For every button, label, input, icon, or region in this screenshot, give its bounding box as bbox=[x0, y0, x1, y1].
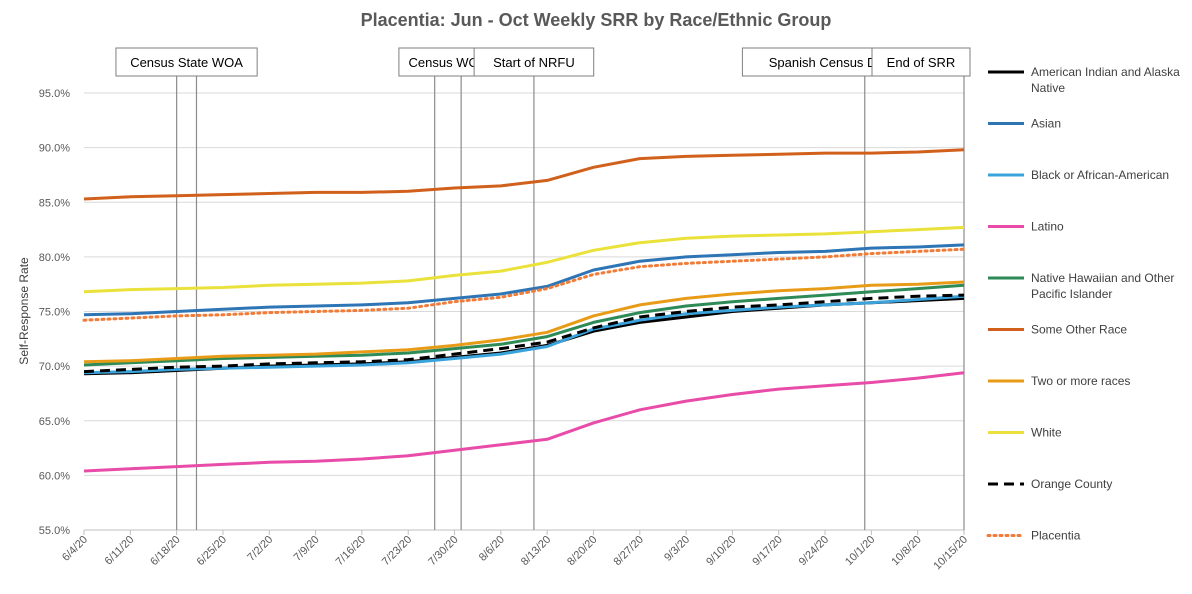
annotation-box bbox=[115, 47, 258, 77]
x-tick-label: 7/2/20 bbox=[245, 534, 275, 564]
series-line bbox=[82, 247, 966, 322]
series-line bbox=[83, 293, 965, 374]
legend-label: Orange County bbox=[1031, 477, 1112, 491]
annotation-label: Start of NRFU bbox=[493, 55, 575, 70]
series-line bbox=[83, 148, 965, 201]
series-line bbox=[83, 243, 965, 317]
series-line bbox=[83, 225, 965, 294]
annotation-label: Census State WOA bbox=[130, 55, 243, 70]
x-tick-label: 6/4/20 bbox=[60, 534, 90, 564]
legend-label: Some Other Race bbox=[1031, 323, 1127, 337]
x-tick-label: 8/20/20 bbox=[565, 534, 599, 568]
series-line bbox=[83, 280, 965, 364]
y-tick-label: 55.0% bbox=[39, 525, 70, 537]
y-axis-ticks: 55.0% 60.0% 65.0% 70.0% 75.0% 80.0% 85.0% 90.0%… bbox=[39, 88, 70, 537]
y-tick-label: 90.0% bbox=[39, 143, 70, 155]
x-tick-label: 8/27/20 bbox=[611, 534, 645, 568]
series-line bbox=[83, 294, 965, 375]
legend-label: Latino bbox=[1031, 220, 1064, 234]
y-tick-label: 95.0% bbox=[39, 88, 70, 100]
series-line bbox=[83, 283, 965, 367]
x-tick-label: 6/25/20 bbox=[195, 534, 229, 568]
annotation-box bbox=[473, 47, 595, 77]
legend-label: American Indian and Alaska Native bbox=[1031, 65, 1180, 95]
x-tick-label: 9/3/20 bbox=[662, 534, 692, 564]
chart-title: Placentia: Jun - Oct Weekly SRR by Race/… bbox=[361, 10, 832, 30]
x-tick-label: 8/6/20 bbox=[477, 534, 507, 564]
x-tick-label: 8/13/20 bbox=[519, 534, 553, 568]
x-axis: 6/4/20 6/11/20 6/18/20 6/25/20 7/2/20 7/9/20 7… bbox=[60, 529, 970, 573]
y-axis-label: Self-Response Rate bbox=[17, 257, 31, 365]
legend-label: Placentia bbox=[1031, 529, 1081, 543]
legend: American Indian and Alaska Native Asian Bla… bbox=[986, 65, 1180, 543]
series-lines bbox=[82, 148, 966, 473]
x-tick-label: 10/15/20 bbox=[931, 534, 970, 573]
x-tick-label: 7/30/20 bbox=[426, 534, 460, 568]
y-tick-label: 80.0% bbox=[39, 252, 70, 264]
x-tick-label: 7/23/20 bbox=[380, 534, 414, 568]
legend-label: Black or African-American bbox=[1031, 168, 1169, 182]
y-tick-label: 70.0% bbox=[39, 361, 70, 373]
x-tick-label: 7/16/20 bbox=[334, 534, 368, 568]
y-tick-label: 75.0% bbox=[39, 307, 70, 319]
y-tick-label: 85.0% bbox=[39, 197, 70, 209]
x-tick-label: 10/1/20 bbox=[843, 534, 877, 568]
legend-label: Two or more races bbox=[1031, 374, 1130, 388]
legend-label: Native Hawaiian and Other Pacific Islande… bbox=[1031, 271, 1174, 301]
x-tick-label: 6/18/20 bbox=[148, 534, 182, 568]
y-tick-label: 60.0% bbox=[39, 470, 70, 482]
series-line bbox=[83, 371, 965, 473]
x-tick-label: 9/17/20 bbox=[750, 534, 784, 568]
legend-label: White bbox=[1031, 426, 1062, 440]
x-tick-label: 6/11/20 bbox=[103, 534, 137, 568]
x-tick-label: 9/10/20 bbox=[704, 534, 738, 568]
x-tick-label: 9/24/20 bbox=[797, 534, 831, 568]
y-tick-label: 65.0% bbox=[39, 416, 70, 428]
event-annotations: Census State WOA Census WOA Start of NRFU S… bbox=[115, 47, 971, 530]
x-tick-label: 7/9/20 bbox=[292, 534, 322, 564]
x-tick-label: 10/8/20 bbox=[889, 534, 923, 568]
annotation-label: End of SRR bbox=[887, 55, 956, 70]
annotation-box bbox=[871, 47, 971, 77]
legend-label: Asian bbox=[1031, 117, 1061, 131]
annotation-label: Census WOA bbox=[409, 55, 488, 70]
